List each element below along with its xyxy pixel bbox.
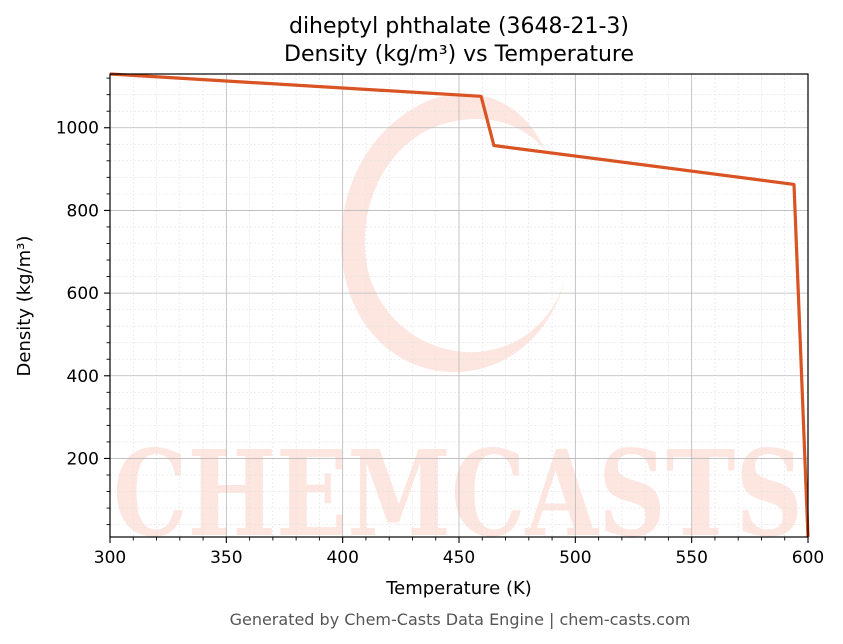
footer-credit: Generated by Chem-Casts Data Engine | ch… — [230, 610, 691, 629]
y-tick-label: 800 — [67, 201, 99, 221]
series-layer — [109, 72, 810, 538]
y-axis-label: Density (kg/m³) — [14, 236, 35, 377]
svg-text:CHEMCASTS: CHEMCASTS — [113, 424, 803, 563]
y-tick-label: 1000 — [56, 119, 99, 139]
x-tick-label: 500 — [559, 548, 591, 568]
y-ticks: 200 400 600 800 1000 — [56, 77, 110, 526]
x-tick-label: 600 — [792, 548, 824, 568]
x-tick-label: 550 — [675, 548, 707, 568]
x-tick-label: 400 — [326, 548, 358, 568]
x-tick-label: 450 — [443, 548, 475, 568]
density-series-line — [109, 72, 810, 538]
x-tick-label: 350 — [210, 548, 242, 568]
y-tick-label: 600 — [67, 284, 99, 304]
x-ticks: 300 350 400 450 500 550 600 — [94, 537, 824, 568]
y-tick-label: 200 — [67, 449, 99, 469]
x-tick-label: 300 — [94, 548, 126, 568]
chemcasts-watermark: CHEMCASTS — [113, 93, 803, 563]
y-tick-label: 400 — [67, 367, 99, 387]
chart-title: diheptyl phthalate (3648-21-3) — [289, 14, 629, 39]
chart-subtitle: Density (kg/m³) vs Temperature — [284, 42, 634, 67]
x-axis-label: Temperature (K) — [385, 578, 532, 599]
